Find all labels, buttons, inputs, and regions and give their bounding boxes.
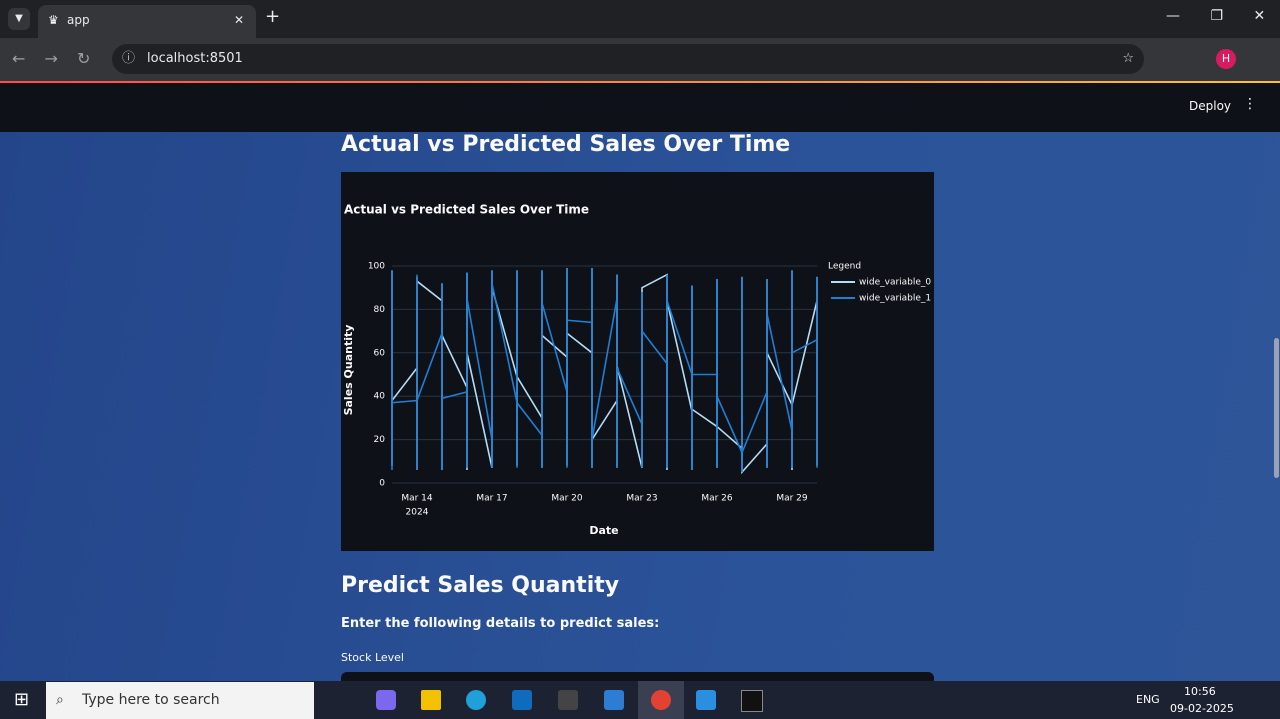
profile-avatar[interactable]: H — [1216, 49, 1236, 69]
x-tick-label: Mar 14 — [401, 494, 433, 504]
y-tick-label: 40 — [374, 392, 386, 402]
address-bar[interactable]: ⓘ localhost:8501 ☆ — [112, 44, 1144, 74]
app-main: Actual vs Predicted Sales Over Time Pred… — [0, 132, 1280, 692]
menu-button[interactable]: ⋮ — [1243, 96, 1257, 112]
new-tab[interactable]: + — [265, 6, 281, 27]
x-tick-label: Mar 26 — [701, 494, 733, 504]
chart-title: Actual vs Predicted Sales Over Time — [344, 203, 589, 217]
tab-list-button[interactable]: ▼ — [8, 8, 30, 30]
app-icon[interactable] — [466, 690, 486, 710]
x-tick-label: Mar 17 — [476, 494, 507, 504]
x-tick-label: Mar 29 — [776, 494, 808, 504]
search-box[interactable]: ⌕ Type here to search — [46, 682, 314, 719]
y-tick-label: 80 — [374, 305, 386, 315]
y-axis-label: Sales Quantity — [342, 325, 355, 416]
y-tick-label: 60 — [374, 348, 386, 358]
heading: Predict Sales Quantity — [341, 573, 620, 598]
app-icon[interactable] — [604, 690, 624, 710]
tab-close[interactable]: ✕ — [234, 13, 245, 27]
y-tick-label: 100 — [368, 262, 385, 272]
legend-label: wide_variable_0 — [859, 278, 931, 288]
instruction: Enter the following details to predict s… — [341, 616, 660, 631]
app-header: Deploy ⋮ — [0, 83, 1280, 132]
data-line — [391, 268, 818, 473]
tab-title: app — [67, 13, 90, 27]
app-icon[interactable] — [376, 690, 396, 710]
scrollbar[interactable] — [1274, 338, 1279, 478]
nav-buttons[interactable]: ← → ↻ — [12, 49, 91, 68]
active-app[interactable] — [638, 681, 684, 719]
start-button[interactable]: ⊞ — [14, 689, 30, 710]
clock-date[interactable]: 09-02-2025 — [1170, 702, 1234, 715]
language[interactable]: ENG — [1136, 693, 1160, 706]
x-axis-label: Date — [589, 524, 618, 537]
app-icon[interactable] — [741, 690, 763, 712]
clock-time[interactable]: 10:56 — [1184, 685, 1216, 698]
x-tick-label: Mar 23 — [626, 494, 657, 504]
x-tick-sublabel: 2024 — [406, 508, 429, 518]
legend-title: Legend — [828, 262, 861, 272]
legend-label: wide_variable_1 — [859, 294, 931, 304]
url: localhost:8501 — [147, 51, 243, 66]
field-label: Stock Level — [341, 651, 404, 664]
y-tick-label: 20 — [374, 435, 386, 445]
app-icon[interactable] — [512, 690, 532, 710]
heading: Actual vs Predicted Sales Over Time — [341, 132, 791, 157]
y-tick-label: 0 — [379, 479, 385, 489]
window-controls[interactable]: — ❐ ✕ — [1166, 8, 1266, 24]
tab[interactable]: ♛ app ✕ — [38, 5, 256, 38]
search-placeholder: Type here to search — [82, 692, 220, 708]
deploy-button[interactable]: Deploy — [1189, 99, 1232, 113]
app-icon[interactable] — [696, 690, 716, 710]
loading-accent — [0, 81, 1280, 83]
app-icon[interactable] — [421, 690, 441, 710]
app-icon[interactable] — [558, 690, 578, 710]
chart-background — [341, 172, 934, 551]
chart: Actual vs Predicted Sales Over Time Date… — [341, 172, 934, 551]
x-tick-label: Mar 20 — [551, 494, 583, 504]
